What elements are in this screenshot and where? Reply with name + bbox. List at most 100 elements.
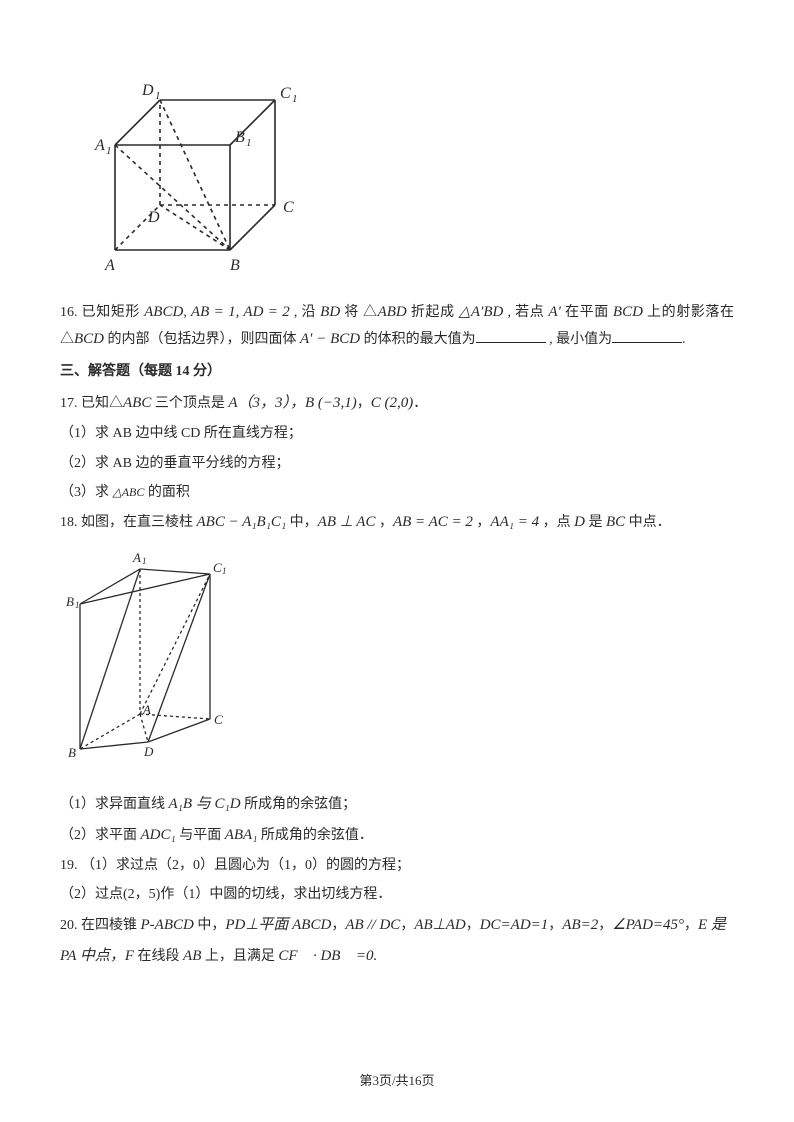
label-B: B: [230, 257, 240, 274]
q20-c1: ，: [331, 918, 345, 933]
cube-svg: A B C D A 1 B 1 C 1 D 1: [80, 70, 310, 280]
label2-B1: B: [66, 594, 74, 609]
q18-sub2b: 与平面: [176, 828, 225, 843]
label-D1-sub: 1: [155, 90, 161, 102]
label-C: C: [283, 199, 294, 216]
q16-d: 折起成: [407, 305, 459, 320]
q17-b: 三个顶点是: [151, 396, 228, 411]
label2-D: D: [143, 744, 154, 759]
q16-h: 的内部（包括边界），则四面体: [104, 332, 300, 347]
q20-l2b: 在线段: [134, 949, 183, 964]
section-3-heading: 三、解答题（每题 14 分）: [60, 359, 734, 384]
label2-C: C: [214, 712, 223, 727]
blank-max: [476, 328, 546, 343]
q16-bcd2: BCD: [74, 331, 104, 347]
q17-sub2: （2）求 AB 边的垂直平分线的方程；: [60, 451, 734, 476]
q19-sub2: （2）过点(2，5)作（1）中圆的切线，求出切线方程．: [60, 882, 734, 907]
q17-sub3b: 的面积: [144, 485, 190, 500]
question-18: 18. 如图，在直三棱柱 ABC − A₁B₁C₁ 中，AB ⊥ AC ，AB …: [60, 509, 734, 536]
q17-B: B (−3,1): [305, 395, 357, 411]
q18-b: 中，: [286, 515, 318, 530]
q18-sub1a: （1）求异面直线: [60, 797, 169, 812]
q16-i: 的体积的最大值为: [360, 332, 476, 347]
q17-A: A（3，3），: [228, 395, 305, 411]
q20-c6: ，: [684, 918, 698, 933]
q17-period: ．: [413, 396, 427, 411]
q18-sub2p2: ABA₁: [225, 827, 258, 843]
label-C1-sub: 1: [292, 93, 298, 105]
q18-sub1: （1）求异面直线 A₁B 与 C₁D 所成角的余弦值；: [60, 791, 734, 818]
q20-l2a: PA 中点，: [60, 948, 125, 964]
q20-pdperp: PD⊥平面 ABCD: [225, 917, 331, 933]
q18-sub1b: 所成角的余弦值；: [241, 797, 357, 812]
label-B1: B: [235, 129, 245, 146]
q16-e: , 若点: [503, 305, 548, 320]
q18-perp: AB ⊥ AC: [318, 514, 376, 530]
figure-cube: A B C D A 1 B 1 C 1 D 1: [80, 70, 734, 289]
q16-b: , 沿: [290, 305, 320, 320]
question-17: 17. 已知△ABC 三个顶点是 A（3，3），B (−3,1)，C (2,0)…: [60, 390, 734, 417]
q16-ap: A′: [548, 304, 560, 320]
q18-D: D: [574, 514, 585, 530]
label-C1: C: [280, 85, 291, 102]
q17-sub1: （1）求 AB 边中线 CD 所在直线方程；: [60, 421, 734, 446]
question-19: 19. （1）求过点（2，0）且圆心为（1，0）的圆的方程；: [60, 853, 734, 878]
label2-A1: A: [132, 550, 141, 565]
q18-prefix: 18.: [60, 515, 81, 530]
q20-pabcd: P-ABCD: [141, 917, 194, 933]
q18-eq2: AA₁ = 4: [490, 514, 539, 530]
label-A: A: [104, 257, 115, 274]
q20-eq0: =0.: [356, 948, 377, 964]
q18-bc: BC: [606, 514, 625, 530]
q16-c: 将 △: [340, 305, 377, 320]
label-D: D: [147, 209, 160, 226]
q20-abperp: AB⊥AD: [414, 917, 465, 933]
q18-c: ，: [375, 515, 393, 530]
q16-prefix: 16.: [60, 305, 82, 320]
q20-ab2: AB=2: [562, 917, 598, 933]
q16-f: 在平面: [561, 305, 613, 320]
blank-min: [612, 328, 682, 343]
label-A1-sub: 1: [106, 145, 112, 157]
q16-ad: AD = 2: [243, 304, 289, 320]
label2-A1s: 1: [142, 556, 147, 566]
q17-sub3tri: △ABC: [113, 485, 145, 499]
q17-prefix: 17.: [60, 396, 81, 411]
label-D1: D: [141, 82, 154, 99]
q16-p: .: [682, 332, 686, 347]
label-A1: A: [94, 137, 105, 154]
q18-sub2c: 所成角的余弦值．: [257, 828, 373, 843]
q16-bcd: BCD: [613, 304, 643, 320]
prism-svg: A 1 B 1 C 1 A B C D: [60, 544, 230, 774]
q16-tetra: A′ − BCD: [300, 331, 360, 347]
q20-c5: ，: [598, 918, 612, 933]
label2-A: A: [142, 702, 151, 717]
q20-l2c: 上，且满足: [201, 949, 278, 964]
q17-comma: ，: [357, 396, 371, 411]
question-20: 20. 在四棱锥 P-ABCD 中，PD⊥平面 ABCD，AB // DC，AB…: [60, 912, 734, 939]
q16-a: 已知矩形: [82, 305, 145, 320]
q17-sub3: （3）求 △ABC 的面积: [60, 480, 734, 505]
q18-a: 如图，在直三棱柱: [81, 515, 197, 530]
q17-sub3a: （3）求: [60, 485, 113, 500]
q16-ab: AB = 1,: [191, 304, 244, 320]
q16-apbd: △A′BD: [459, 304, 504, 320]
q19-prefix: 19.: [60, 858, 81, 873]
q18-prism: ABC − A₁B₁C₁: [197, 514, 287, 530]
q20-l2f: F: [125, 948, 134, 964]
q17-abc: ABC: [123, 395, 151, 411]
q20-l2ab: AB: [183, 948, 201, 964]
q16-rect: ABCD: [144, 304, 183, 320]
q20-c4: ，: [548, 918, 562, 933]
q20-dcad: DC=AD=1: [480, 917, 549, 933]
figure-prism: A 1 B 1 C 1 A B C D: [60, 544, 734, 783]
q20-prefix: 20.: [60, 918, 81, 933]
label2-B1s: 1: [75, 600, 80, 610]
q17-C: C (2,0): [371, 395, 414, 411]
q20-e: E 是: [698, 917, 726, 933]
label2-C1s: 1: [222, 566, 227, 576]
q18-sub2a: （2）求平面: [60, 828, 141, 843]
q16-bd: BD: [320, 304, 340, 320]
q20-c2: ，: [400, 918, 414, 933]
question-16: 16. 已知矩形 ABCD, AB = 1, AD = 2 , 沿 BD 将 △…: [60, 299, 734, 353]
